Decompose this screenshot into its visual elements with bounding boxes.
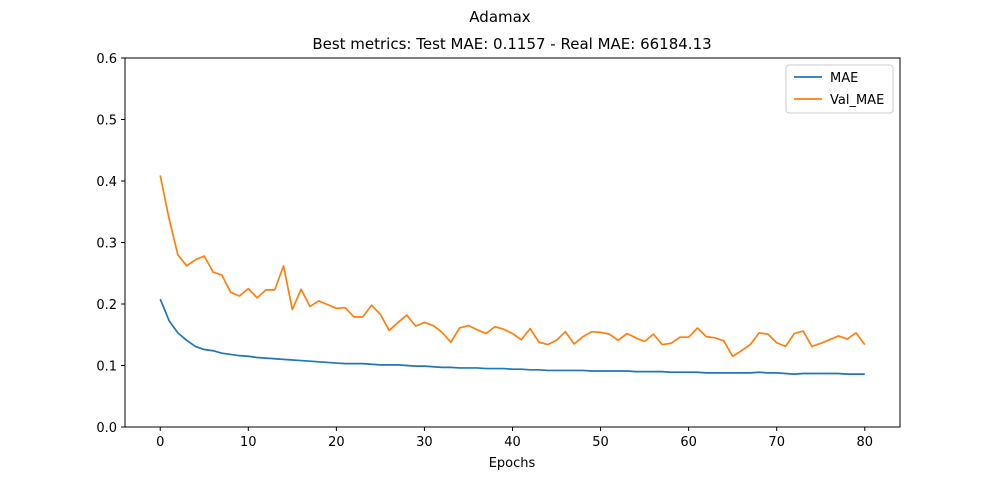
x-tick-label: 20 [328,435,345,450]
x-tick-label: 30 [416,435,433,450]
legend-label: MAE [830,71,858,86]
series-line-val-mae [159,175,866,358]
y-tick-label: 0.6 [96,52,117,67]
y-tick-label: 0.2 [96,298,117,313]
x-tick-label: 80 [856,435,873,450]
legend: MAE Val_MAE [785,64,894,114]
y-tick-label: 0.5 [96,114,117,129]
x-tick-label: 70 [768,435,785,450]
y-tick-label: 0.3 [96,237,117,252]
plot-frame [124,57,901,428]
legend-label: Val_MAE [830,93,884,108]
chart-title: Best metrics: Test MAE: 0.1157 - Real MA… [312,35,711,53]
y-tick-label: 0.1 [96,360,117,375]
series-line-mae [159,298,865,375]
x-axis-label: Epochs [489,456,536,471]
y-tick-label: 0.4 [96,175,117,190]
plot-area [159,175,866,375]
x-tick-label: 50 [592,435,609,450]
x-tick-label: 60 [680,435,697,450]
chart-suptitle: Adamax [469,8,531,26]
x-tick-label: 10 [240,435,257,450]
x-tick-label: 0 [156,435,164,450]
x-tick-label: 40 [504,435,521,450]
y-tick-label: 0.0 [96,421,117,436]
